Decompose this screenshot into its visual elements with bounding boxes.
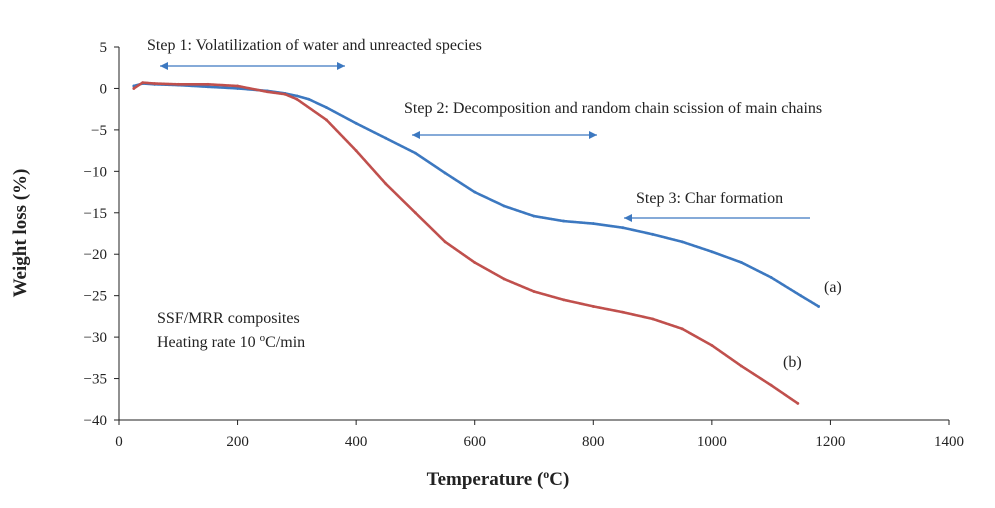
series-point-b: [680, 327, 684, 331]
composite-note: SSF/MRR composites: [157, 310, 300, 327]
series-point-b: [414, 211, 417, 215]
y-axis-ticks: 5 0 −5 −10 −15 −20 −25 −30 −35 −40: [84, 40, 119, 429]
x-tick-label: 600: [463, 434, 486, 450]
chart-axes: [118, 47, 949, 421]
series-point-a: [325, 106, 328, 109]
series-point-b: [176, 82, 180, 86]
heating-rate-degree: o: [260, 332, 266, 344]
series-point-b: [651, 317, 654, 321]
series-label-b: (b): [783, 354, 802, 371]
series-point-b: [443, 240, 447, 244]
series-point-a: [502, 204, 506, 208]
x-axis-title-degree: o: [543, 467, 549, 481]
series-point-a: [591, 222, 595, 225]
step2-arrowhead-right: [589, 131, 597, 139]
y-tick-label: −30: [84, 330, 107, 346]
x-tick-label: 0: [115, 434, 123, 450]
chart-series: [132, 81, 820, 405]
series-point-b: [562, 298, 566, 302]
series-point-a: [817, 305, 820, 308]
series-point-b: [295, 97, 299, 101]
series-point-a: [307, 97, 311, 101]
series-line-b: [132, 81, 800, 405]
series-point-b: [384, 182, 388, 186]
y-tick-label: 5: [100, 40, 108, 56]
y-tick-label: 0: [100, 81, 108, 97]
x-axis-ticks: 0 200 400 600 800 1000 1200 1400: [115, 420, 964, 450]
series-label-a: (a): [824, 279, 842, 296]
series-point-b: [740, 364, 743, 368]
y-tick-label: −20: [84, 247, 107, 263]
x-tick-label: 1400: [934, 434, 964, 450]
series-point-b: [591, 305, 595, 308]
y-tick-label: −15: [84, 206, 107, 222]
heating-rate-note: Heating rate 10 oC/min: [157, 332, 305, 351]
series-point-a: [799, 294, 803, 298]
series-point-a: [621, 226, 625, 230]
series-point-a: [443, 171, 447, 175]
step3-annotation: Step 3: Char formation: [636, 190, 783, 207]
series-point-a: [473, 190, 477, 194]
x-tick-label: 200: [226, 434, 249, 450]
series-point-b: [532, 290, 536, 293]
series-point-b: [153, 82, 156, 85]
series-point-b: [265, 90, 269, 94]
x-axis-title: Temperature (oC): [427, 467, 570, 490]
series-point-b: [796, 402, 800, 405]
heating-rate-prefix: Heating rate 10: [157, 334, 260, 351]
series-point-a: [236, 87, 239, 90]
y-tick-label: −10: [84, 164, 107, 180]
series-point-a: [295, 94, 299, 98]
series-point-a: [740, 261, 743, 264]
x-tick-label: 400: [345, 434, 368, 450]
y-tick-label: −40: [84, 413, 107, 429]
step2-arrowhead-left: [412, 131, 420, 139]
series-point-b: [710, 344, 714, 347]
series-point-b: [354, 149, 358, 153]
y-tick-label: −35: [84, 372, 107, 388]
x-axis-title-main: Temperature (: [427, 469, 544, 490]
step2-annotation: Step 2: Decomposition and random chain s…: [404, 100, 822, 117]
series-point-b: [132, 87, 136, 90]
y-tick-label: −5: [91, 123, 107, 139]
step3-arrowhead-left: [624, 214, 632, 222]
x-tick-label: 1200: [815, 434, 845, 450]
step1-arrowhead-left: [160, 62, 168, 70]
series-point-b: [621, 310, 625, 314]
series-point-a: [414, 151, 417, 155]
y-tick-label: −25: [84, 289, 107, 305]
series-point-b: [236, 84, 239, 88]
series-point-b: [502, 277, 506, 281]
series-point-a: [680, 240, 684, 244]
series-point-b: [283, 92, 287, 96]
x-axis-title-unit: C): [549, 469, 569, 490]
series-point-b: [769, 383, 773, 387]
x-tick-label: 1000: [697, 434, 727, 450]
series-point-a: [769, 276, 773, 279]
step1-annotation: Step 1: Volatilization of water and unre…: [147, 37, 482, 54]
x-tick-label: 800: [582, 434, 605, 450]
series-point-b: [141, 81, 145, 85]
series-point-b: [206, 82, 210, 86]
y-axis-title: Weight loss (%): [10, 169, 31, 298]
heating-rate-suffix: C/min: [265, 334, 305, 351]
series-point-b: [473, 261, 477, 264]
series-point-a: [651, 232, 654, 236]
series-point-b: [325, 118, 328, 122]
series-point-a: [354, 121, 358, 125]
series-point-a: [384, 136, 388, 140]
step-arrows: [160, 62, 810, 222]
series-point-a: [562, 219, 566, 223]
series-point-a: [532, 214, 536, 218]
step1-arrowhead-right: [337, 62, 345, 70]
series-line-a: [132, 82, 820, 308]
series-point-a: [710, 250, 714, 254]
series-point-a: [206, 85, 210, 89]
